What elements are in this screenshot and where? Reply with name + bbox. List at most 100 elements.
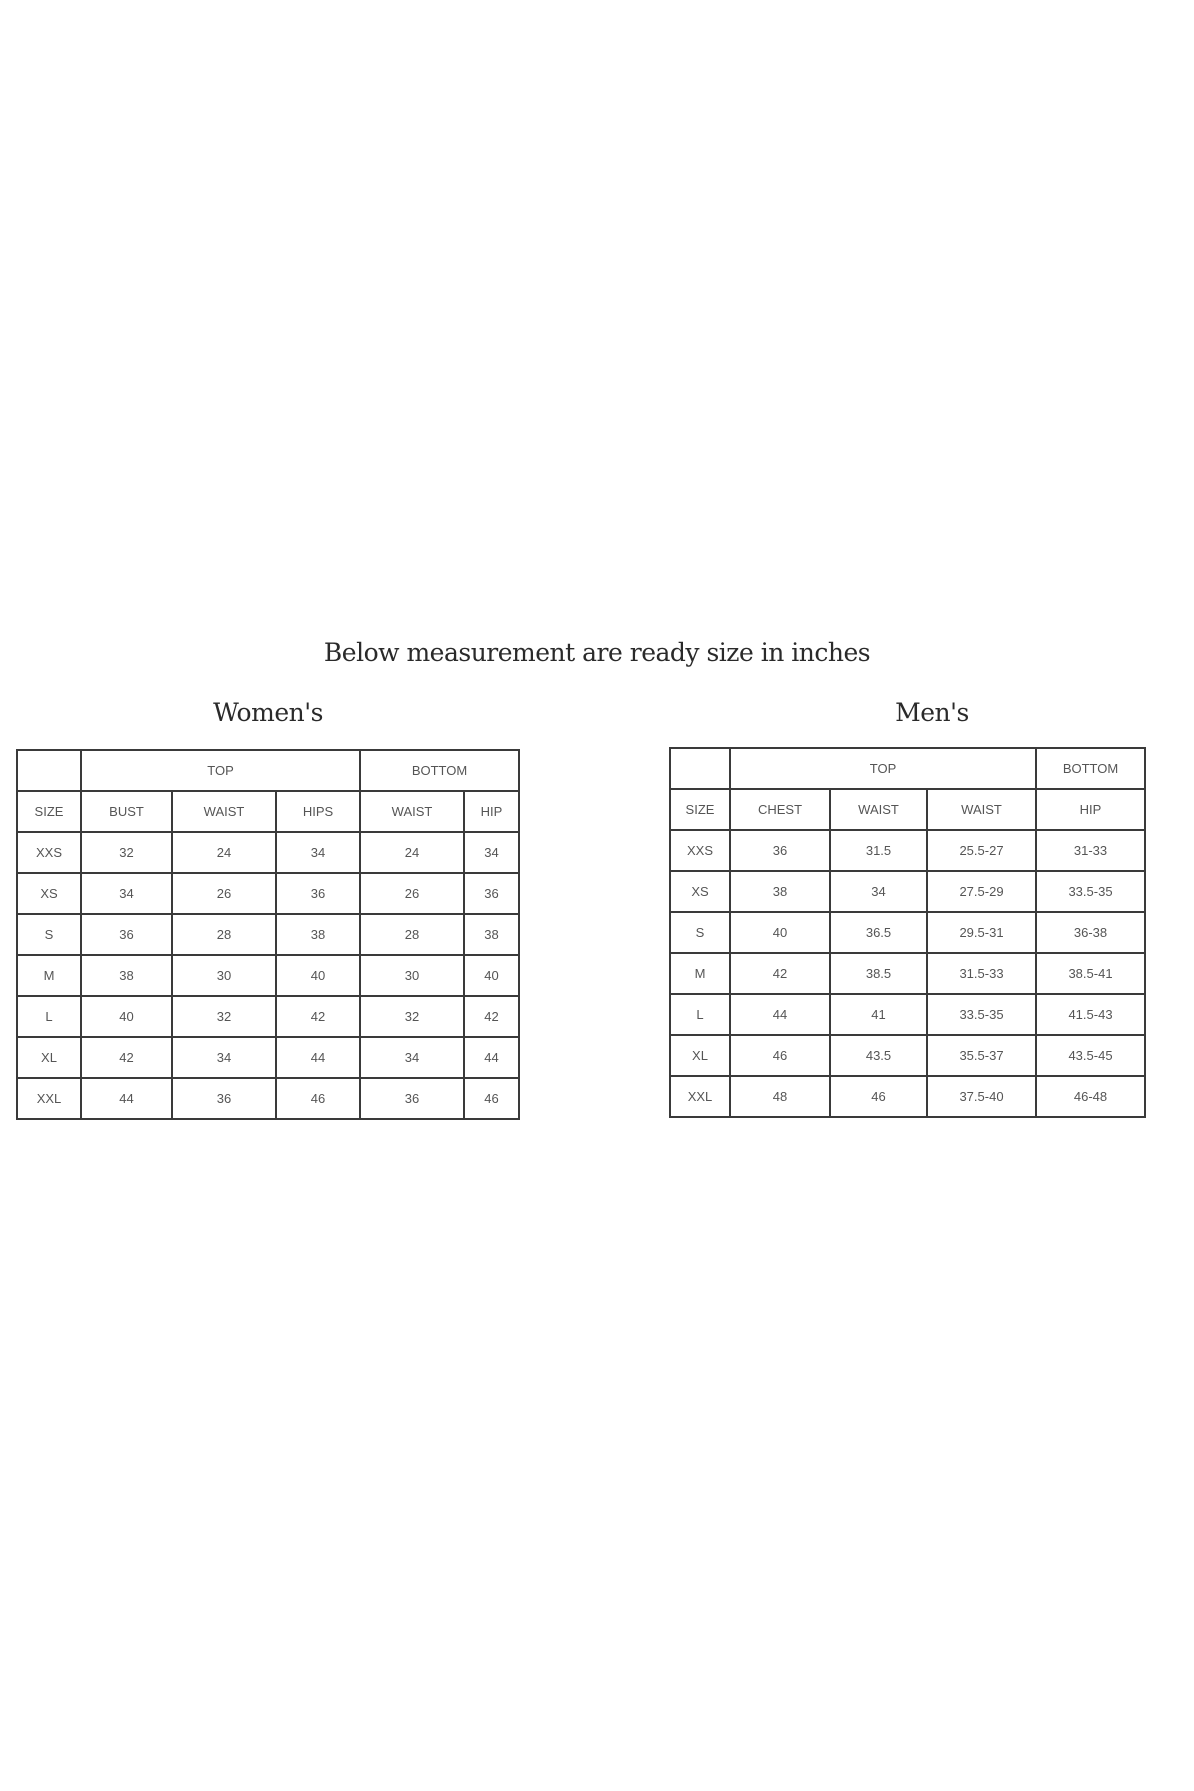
measurement-cell: 34	[80, 872, 173, 915]
measurement-cell: 34	[829, 870, 928, 913]
measurement-cell: 30	[171, 954, 277, 997]
blank-header-cell	[16, 749, 82, 792]
measurement-cell: 44	[275, 1036, 361, 1079]
table-row: M 38 30 40 30 40	[16, 954, 520, 997]
measurement-cell: 46	[463, 1077, 520, 1120]
size-cell: XS	[16, 872, 82, 915]
measurement-cell: 29.5-31	[926, 911, 1037, 954]
column-header-row: SIZE BUST WAIST HIPS WAIST HIP	[16, 790, 520, 833]
measurement-cell: 38	[275, 913, 361, 956]
measurement-cell: 40	[80, 995, 173, 1038]
bottom-group-header: BOTTOM	[359, 749, 520, 792]
top-group-header: TOP	[729, 747, 1037, 790]
measurement-cell: 44	[729, 993, 831, 1036]
size-cell: XXL	[669, 1075, 731, 1118]
measurement-cell: 41.5-43	[1035, 993, 1146, 1036]
page-heading: Below measurement are ready size in inch…	[323, 638, 871, 667]
table-row: S 36 28 38 28 38	[16, 913, 520, 956]
measurement-cell: 24	[359, 831, 465, 874]
column-header: HIP	[463, 790, 520, 833]
table-row: XS 34 26 36 26 36	[16, 872, 520, 915]
measurement-cell: 38.5-41	[1035, 952, 1146, 995]
size-cell: S	[669, 911, 731, 954]
measurement-cell: 24	[171, 831, 277, 874]
measurement-cell: 31.5	[829, 829, 928, 872]
measurement-cell: 41	[829, 993, 928, 1036]
size-cell: XXS	[669, 829, 731, 872]
measurement-cell: 46	[829, 1075, 928, 1118]
column-header: HIPS	[275, 790, 361, 833]
top-group-header: TOP	[80, 749, 361, 792]
column-header: WAIST	[926, 788, 1037, 831]
measurement-cell: 43.5-45	[1035, 1034, 1146, 1077]
size-cell: M	[669, 952, 731, 995]
size-cell: L	[669, 993, 731, 1036]
measurement-cell: 27.5-29	[926, 870, 1037, 913]
column-header: WAIST	[359, 790, 465, 833]
measurement-cell: 26	[359, 872, 465, 915]
measurement-cell: 34	[275, 831, 361, 874]
measurement-cell: 42	[275, 995, 361, 1038]
measurement-cell: 43.5	[829, 1034, 928, 1077]
measurement-cell: 46	[729, 1034, 831, 1077]
table-row: XXL 44 36 46 36 46	[16, 1077, 520, 1120]
blank-header-cell	[669, 747, 731, 790]
measurement-cell: 37.5-40	[926, 1075, 1037, 1118]
measurement-cell: 32	[359, 995, 465, 1038]
measurement-cell: 34	[171, 1036, 277, 1079]
measurement-cell: 42	[463, 995, 520, 1038]
measurement-cell: 35.5-37	[926, 1034, 1037, 1077]
table-row: L 44 41 33.5-35 41.5-43	[669, 993, 1146, 1036]
group-header-row: TOP BOTTOM	[16, 749, 520, 792]
measurement-cell: 36	[463, 872, 520, 915]
measurement-cell: 46	[275, 1077, 361, 1120]
size-cell: L	[16, 995, 82, 1038]
measurement-cell: 34	[359, 1036, 465, 1079]
women-title: Women's	[213, 698, 323, 727]
measurement-cell: 44	[80, 1077, 173, 1120]
measurement-cell: 36-38	[1035, 911, 1146, 954]
size-cell: XL	[669, 1034, 731, 1077]
measurement-cell: 36.5	[829, 911, 928, 954]
column-header: CHEST	[729, 788, 831, 831]
table-row: XXL 48 46 37.5-40 46-48	[669, 1075, 1146, 1118]
table-row: S 40 36.5 29.5-31 36-38	[669, 911, 1146, 954]
measurement-cell: 34	[463, 831, 520, 874]
size-cell: XXS	[16, 831, 82, 874]
table-row: XS 38 34 27.5-29 33.5-35	[669, 870, 1146, 913]
measurement-cell: 38	[80, 954, 173, 997]
table-row: L 40 32 42 32 42	[16, 995, 520, 1038]
table-row: XXS 32 24 34 24 34	[16, 831, 520, 874]
measurement-cell: 40	[729, 911, 831, 954]
size-cell: XL	[16, 1036, 82, 1079]
measurement-cell: 42	[729, 952, 831, 995]
measurement-cell: 36	[359, 1077, 465, 1120]
measurement-cell: 26	[171, 872, 277, 915]
measurement-cell: 36	[171, 1077, 277, 1120]
size-cell: XS	[669, 870, 731, 913]
measurement-cell: 30	[359, 954, 465, 997]
measurement-cell: 33.5-35	[1035, 870, 1146, 913]
table-row: XL 42 34 44 34 44	[16, 1036, 520, 1079]
measurement-cell: 38	[463, 913, 520, 956]
measurement-cell: 42	[80, 1036, 173, 1079]
column-header: SIZE	[669, 788, 731, 831]
measurement-cell: 33.5-35	[926, 993, 1037, 1036]
measurement-cell: 28	[359, 913, 465, 956]
measurement-cell: 36	[729, 829, 831, 872]
measurement-cell: 38.5	[829, 952, 928, 995]
measurement-cell: 32	[80, 831, 173, 874]
group-header-row: TOP BOTTOM	[669, 747, 1146, 790]
table-row: M 42 38.5 31.5-33 38.5-41	[669, 952, 1146, 995]
women-size-table: TOP BOTTOM SIZE BUST WAIST HIPS WAIST HIP XXS 32 2…	[16, 749, 520, 1120]
measurement-cell: 46-48	[1035, 1075, 1146, 1118]
column-header: SIZE	[16, 790, 82, 833]
table-row: XL 46 43.5 35.5-37 43.5-45	[669, 1034, 1146, 1077]
measurement-cell: 28	[171, 913, 277, 956]
column-header: WAIST	[829, 788, 928, 831]
measurement-cell: 32	[171, 995, 277, 1038]
column-header: BUST	[80, 790, 173, 833]
measurement-cell: 44	[463, 1036, 520, 1079]
measurement-cell: 48	[729, 1075, 831, 1118]
measurement-cell: 36	[275, 872, 361, 915]
